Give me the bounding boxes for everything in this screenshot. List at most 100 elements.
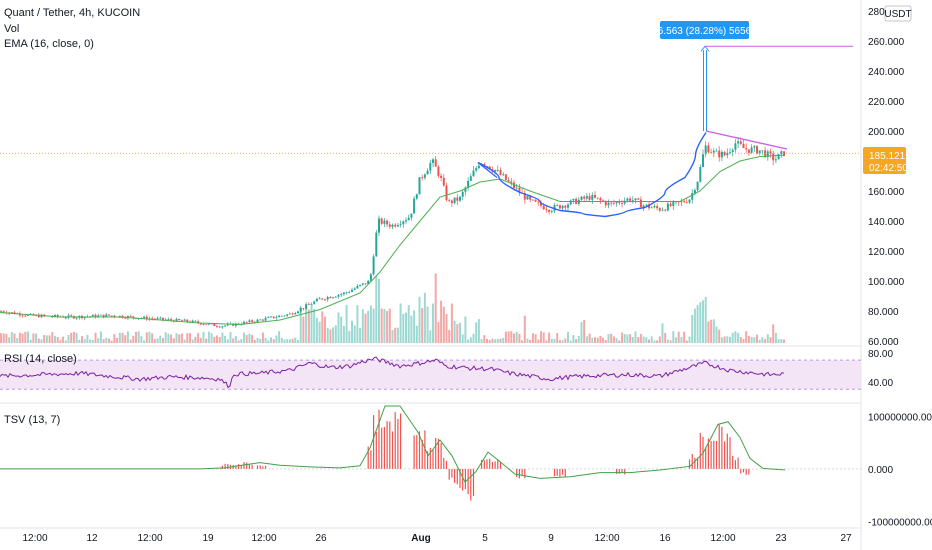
tsv-line [0,405,786,483]
volume-bar [56,337,59,343]
tsv-bar [616,468,618,474]
time-tick-label: 12:00 [137,533,162,544]
candle-body [345,292,348,294]
measure-tag[interactable]: 56.563 (28.28%) 56563 [652,21,757,39]
price-tick-label: 220.000 [868,97,905,108]
volume-bar [232,338,235,343]
tsv-bar [416,435,418,469]
volume-bar [35,333,38,343]
candle-body [777,154,780,160]
vol-legend[interactable]: Vol [4,23,19,35]
candle-body [540,202,542,206]
tsv-bar [251,464,253,469]
tsv-bar [367,446,369,469]
candle-body [523,192,526,200]
volume-bar [251,334,254,343]
volume-bar [45,335,48,343]
volume-bar [83,339,86,343]
tsv-bar [391,431,394,469]
candle-body [259,319,262,321]
left-rim-line[interactable] [477,162,498,178]
candle-body [329,297,332,299]
volume-bar [653,340,656,343]
candle-body [378,218,380,233]
tsv-bar [462,468,464,491]
candle-body [405,220,407,222]
candle-body [699,166,702,182]
volume-bar [118,332,121,343]
resistance-trendline[interactable] [705,130,788,150]
volume-bar [367,310,370,343]
volume-bar [410,315,413,343]
price-tick-label: 260.000 [868,37,905,48]
volume-bar [737,332,740,343]
candle-body [245,321,248,323]
candle-body [685,202,688,203]
candle-body [567,204,569,208]
volume-bar [245,334,248,343]
volume-bar [234,335,237,343]
tsv-bar [248,464,250,469]
volume-bar [342,325,345,343]
time-axis[interactable]: 12:00 12 12:00 19 12:00 26 Aug 5 9 12:00 16 12:00 23… [22,533,852,544]
candle-body [129,316,132,317]
tsv-bar [262,466,264,469]
volume-bar [0,333,2,343]
candle-body [21,315,24,317]
candle-body [37,314,40,318]
tsv-bar [688,459,691,469]
candle-body [615,202,618,204]
ema-legend[interactable]: EMA (16, close, 0) [4,38,94,50]
volume-bar [513,333,515,343]
candle-body [769,151,772,154]
tsv-bar [724,441,726,469]
volume-bar [772,324,775,343]
volume-bar [102,339,105,343]
price-axis[interactable]: 280.000260.000240.000220.000200.000180.0… [868,7,905,348]
volume-bar [18,332,21,343]
volume-bar [337,312,340,343]
volume-bar [677,331,680,343]
rsi-axis[interactable]: 80.00 40.00 [868,349,893,389]
candle-body [445,185,448,201]
candle-body [183,319,186,321]
volume-bar [729,336,731,343]
candle-body [351,289,353,292]
volume-bar [81,336,83,343]
volume-bar [267,340,270,343]
candle-body [756,146,758,154]
tsv-legend[interactable]: TSV (13, 7) [4,414,60,426]
current-price-tag: 185.121 02:42:50 [863,147,908,174]
volume-bar [391,329,394,343]
volume-bar [386,310,389,343]
volume-bar [29,339,32,343]
measure-arrow[interactable] [700,45,710,131]
candle-body [243,321,245,325]
tsv-bar [418,431,421,469]
volume-bar [388,308,391,343]
tsv-bar [564,468,566,477]
volume-bar [297,340,299,343]
tsv-bar [235,465,237,469]
volume-bar [351,320,353,343]
candle-body [731,149,734,152]
tsv-bar [470,468,472,501]
cup-arc-drawing[interactable] [477,132,707,218]
tsv-bar [699,433,701,469]
candle-body [294,313,297,315]
currency-badge[interactable]: USDT [884,5,912,22]
candle-body [747,149,750,153]
tsv-axis[interactable]: 100000000.000 0.000 -100000000.000 [868,412,932,528]
volume-bar [407,305,410,343]
rsi-legend[interactable]: RSI (14, close) [4,353,77,365]
volume-bar [86,334,89,343]
candle-body [213,323,216,326]
candle-body [475,168,478,171]
symbol-title[interactable]: Quant / Tether, 4h, KUCOIN [4,7,140,19]
tsv-bar [389,421,391,469]
candle-body [415,194,418,199]
volume-bar [145,332,148,343]
candle-body [774,159,777,161]
volume-bar [766,334,769,343]
